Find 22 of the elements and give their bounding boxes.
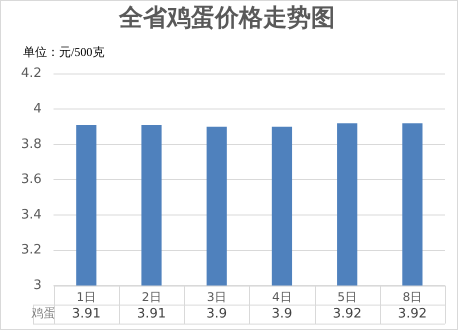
data-label: 3.91	[72, 306, 101, 322]
x-tick-label: 5日	[337, 290, 357, 304]
x-tick-label: 8日	[402, 290, 422, 304]
y-tick-label: 3.2	[20, 242, 42, 258]
x-tick-label: 1日	[76, 290, 96, 304]
data-label: 3.92	[332, 306, 362, 322]
data-label: 3.92	[398, 306, 427, 322]
y-tick-label: 4	[33, 101, 42, 116]
chart-title: 全省鸡蛋价格走势图	[118, 4, 335, 32]
x-tick-label: 3日	[206, 290, 227, 304]
y-tick-label: 3.8	[20, 136, 42, 152]
series-label: 鸡蛋	[30, 306, 56, 320]
y-tick-label: 4.2	[20, 66, 42, 82]
x-tick-label: 2日	[142, 290, 162, 304]
data-label: 3.91	[137, 306, 166, 322]
text: 单位：元/500克	[23, 45, 104, 60]
y-tick-label: 3.4	[20, 207, 42, 222]
y-tick-label: 3	[33, 278, 42, 293]
x-tick-label: 4日	[272, 290, 292, 304]
data-label: 3.9	[206, 306, 228, 322]
y-tick-label: 3.6	[20, 172, 42, 188]
data-label: 3.9	[272, 306, 292, 322]
